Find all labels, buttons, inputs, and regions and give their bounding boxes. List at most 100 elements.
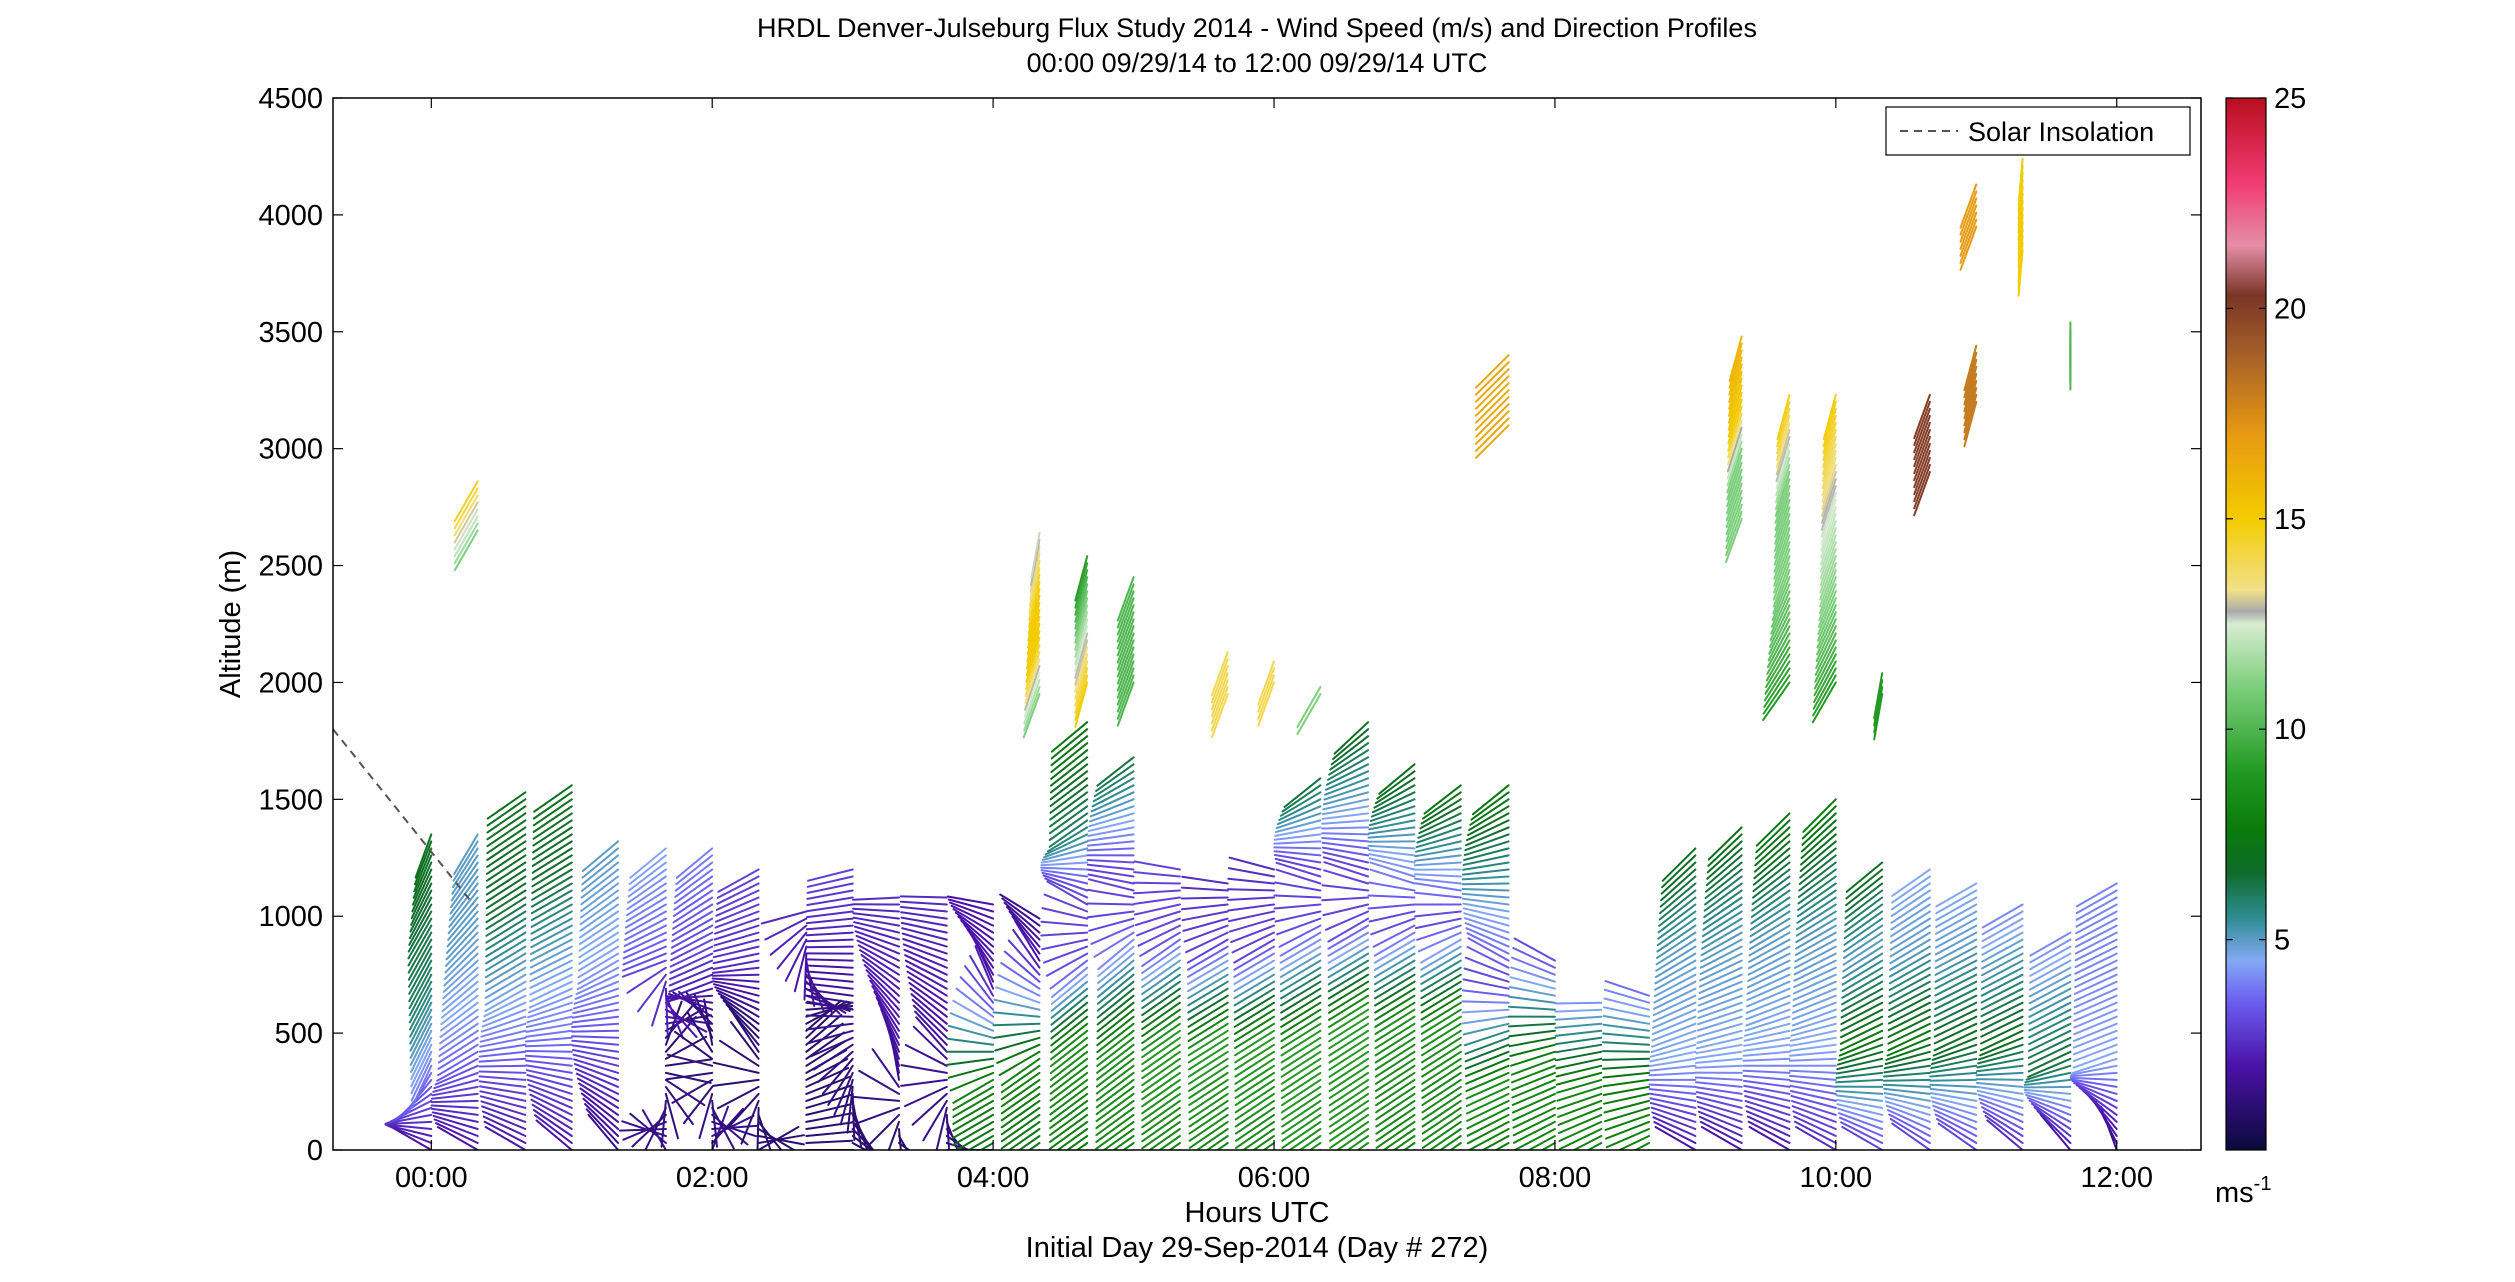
wind-barb	[1025, 644, 1041, 690]
wind-barb	[481, 1110, 527, 1130]
wind-barb	[769, 924, 808, 956]
wind-barb	[1086, 847, 1135, 852]
wind-barb	[1726, 433, 1743, 480]
wind-barb	[1141, 1092, 1181, 1122]
wind-barb	[479, 1029, 527, 1043]
wind-barb	[1980, 1008, 2024, 1031]
wind-barb	[1660, 868, 1697, 902]
wind-barb	[407, 931, 433, 974]
wind-barb	[1420, 1029, 1462, 1057]
wind-barb	[1327, 966, 1370, 993]
wind-barb	[437, 1036, 479, 1064]
wind-barb	[1040, 861, 1089, 867]
wind-barb	[578, 938, 620, 965]
wind-barb	[1749, 917, 1791, 944]
wind-barb	[1027, 602, 1041, 649]
wind-barb	[1793, 952, 1837, 976]
wind-barb	[413, 847, 433, 893]
wind-barb	[1935, 903, 1978, 928]
wind-barb	[2028, 1008, 2072, 1032]
wind-barb	[833, 1071, 854, 1116]
wind-barb	[1096, 1036, 1135, 1067]
wind-barb	[1889, 917, 1931, 944]
wind-barb	[1656, 924, 1697, 953]
wind-barb	[672, 889, 714, 917]
wind-barb	[1797, 875, 1837, 905]
wind-barb	[664, 1015, 713, 1025]
wind-barb	[533, 784, 573, 813]
wind-barb	[1141, 973, 1181, 1003]
wind-barb	[670, 931, 714, 955]
wind-barb	[534, 1114, 573, 1144]
wind-barb	[1141, 1099, 1181, 1129]
wind-barb	[935, 1106, 948, 1150]
wind-barb	[1475, 361, 1510, 396]
wind-barb	[2069, 1076, 2118, 1081]
wind-barb	[451, 854, 479, 895]
wind-barb	[1705, 854, 1743, 887]
wind-barb	[805, 1031, 845, 1060]
wind-barb	[906, 970, 948, 997]
wind-barb	[715, 889, 760, 911]
wind-barb	[1980, 1015, 2024, 1038]
wind-barb	[1555, 1050, 1603, 1062]
wind-barb	[1694, 1064, 1743, 1069]
wind-barb	[1421, 1036, 1462, 1064]
wind-barb	[1000, 1092, 1041, 1122]
wind-barb	[1648, 1071, 1697, 1077]
wind-barb	[1463, 840, 1510, 857]
wind-barb	[1837, 1050, 1884, 1066]
wind-barb	[1095, 1099, 1135, 1130]
wind-barb	[855, 934, 900, 955]
wind-barb	[1979, 1101, 2024, 1123]
wind-barb	[1050, 756, 1089, 787]
wind-barb	[806, 994, 854, 1004]
wind-barb	[1695, 1036, 1743, 1050]
wind-barb	[1095, 1078, 1135, 1109]
wind-barb	[2073, 980, 2118, 1002]
wind-barb	[531, 882, 573, 908]
wind-barb	[1227, 896, 1275, 901]
wind-barb	[1420, 1022, 1462, 1050]
colorbar-tick-label: 5	[2274, 925, 2290, 957]
wind-barb	[1651, 1029, 1697, 1048]
wind-barb	[2073, 1022, 2118, 1042]
wind-barb	[1327, 917, 1370, 943]
wind-barb	[1654, 966, 1697, 991]
wind-barb	[1821, 478, 1837, 524]
wind-barb	[1762, 674, 1791, 715]
wind-barb	[1288, 1128, 1322, 1150]
wind-barb	[1280, 1057, 1322, 1085]
wind-barb	[1273, 894, 1322, 899]
wind-barb	[2028, 980, 2072, 1005]
wind-barb	[1838, 1036, 1884, 1057]
wind-barb	[1843, 917, 1884, 946]
wind-barb	[1698, 1115, 1743, 1137]
wind-barb	[1475, 417, 1510, 452]
wind-barb	[440, 987, 479, 1019]
wind-barb	[577, 952, 620, 979]
wind-barb	[1819, 562, 1837, 608]
wind-barb	[453, 508, 479, 551]
wind-barb	[1096, 1050, 1135, 1081]
wind-barb	[1335, 1128, 1370, 1150]
wind-barb	[1697, 1001, 1743, 1019]
wind-barb	[1976, 1085, 2024, 1095]
wind-barb	[899, 895, 948, 899]
wind-barb	[1649, 1050, 1697, 1063]
wind-barb	[1511, 1064, 1556, 1084]
wind-barb	[1604, 1113, 1650, 1131]
wind-barb	[854, 930, 900, 948]
wind-barb	[448, 882, 479, 922]
legend: Solar Insolation	[1885, 106, 2191, 156]
wind-barb	[1273, 850, 1322, 857]
wind-barb	[1650, 1036, 1697, 1053]
wind-barb	[1116, 583, 1135, 629]
wind-barb	[430, 1099, 479, 1104]
wind-barb	[1465, 1071, 1510, 1093]
wind-barb	[698, 1092, 714, 1140]
wind-barb	[1086, 840, 1135, 847]
wind-barb	[1765, 639, 1791, 682]
wind-barb	[478, 1043, 527, 1053]
